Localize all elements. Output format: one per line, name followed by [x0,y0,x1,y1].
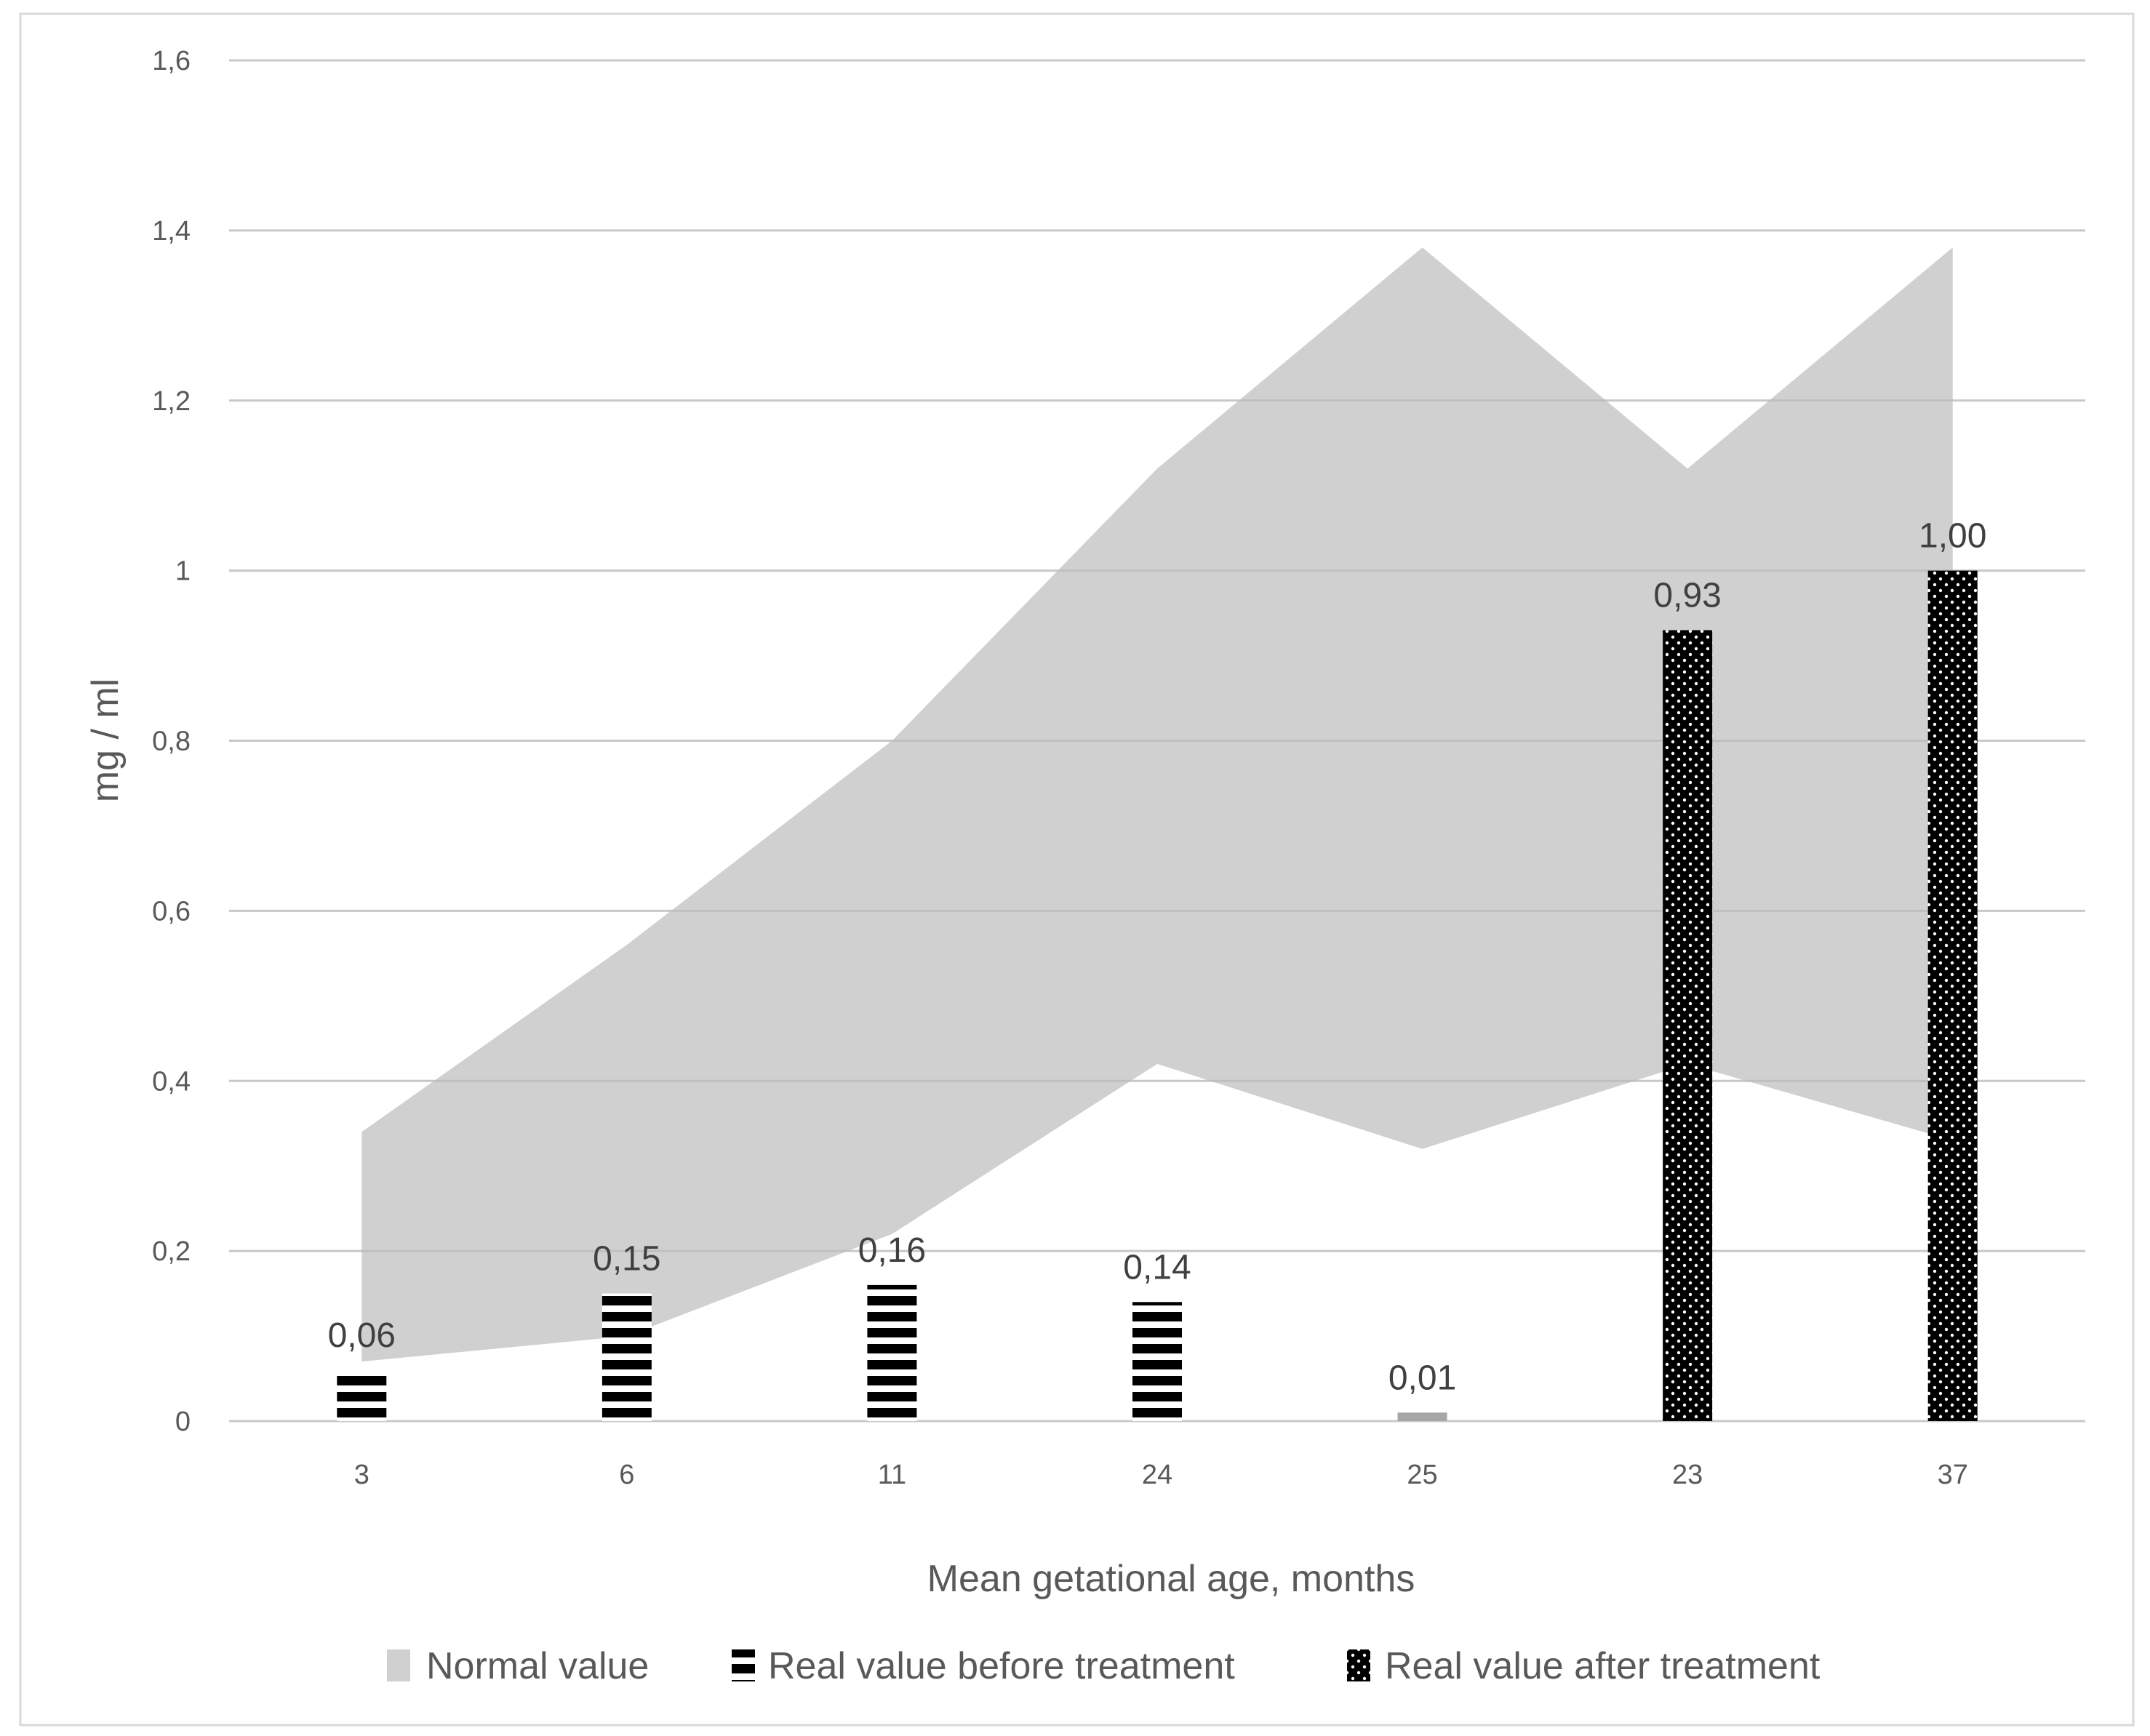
bar-before-treatment [1132,1302,1182,1421]
x-tick-label: 23 [1672,1460,1703,1490]
x-tick-label: 6 [619,1460,634,1490]
y-tick-label: 0,4 [152,1066,191,1097]
x-tick-label: 25 [1407,1460,1437,1490]
gridlines-overlay [229,59,2085,1423]
y-tick-label: 1,2 [152,386,191,417]
y-tick-label: 0,8 [152,727,191,757]
y-axis-title: mg / ml [84,679,127,802]
y-tick-label: 0,2 [152,1236,191,1267]
legend-swatch-after [1347,1649,1370,1681]
data-label: 0,14 [1123,1248,1191,1287]
x-tick-label: 11 [878,1460,906,1490]
legend: Normal value Real value before treatment… [387,1645,1821,1687]
y-tick-label: 1,6 [152,46,191,76]
x-axis-title: Mean getational age, months [927,1558,1415,1600]
data-label: 0,01 [1388,1359,1456,1397]
x-tick-label: 24 [1142,1460,1172,1490]
data-label: 0,93 [1653,576,1721,615]
data-label: 0,06 [328,1316,396,1355]
bar-after-treatment [1927,570,1978,1421]
x-tick-label: 37 [1938,1460,1968,1490]
y-tick-label: 0 [175,1407,191,1437]
bar-before-treatment [1397,1412,1447,1421]
legend-label-normal: Normal value [426,1645,649,1687]
data-label: 1,00 [1919,517,1986,556]
y-tick-label: 1 [175,556,191,587]
x-tick-labels: 3 6 11 24 25 23 37 [354,1460,1968,1490]
legend-swatch-before [732,1649,755,1681]
y-tick-label: 1,4 [152,216,191,247]
bar-before-treatment [867,1284,917,1421]
bars: 0,06 0,15 0,16 0,14 0,01 0,93 1,00 [328,517,1986,1422]
bar-before-treatment [602,1293,652,1421]
legend-swatch-normal [387,1649,410,1681]
x-tick-label: 3 [354,1460,369,1490]
bar-before-treatment [337,1369,387,1421]
data-label: 0,15 [593,1240,660,1279]
legend-label-after: Real value after treatment [1385,1645,1821,1687]
data-label: 0,16 [858,1231,926,1270]
y-tick-label: 0,6 [152,896,191,927]
y-tick-labels: 0 0,2 0,4 0,6 0,8 1 1,2 1,4 1,6 [152,46,191,1437]
legend-label-before: Real value before treatment [768,1645,1235,1687]
bar-after-treatment [1663,630,1713,1422]
normal-value-area [361,247,1953,1362]
